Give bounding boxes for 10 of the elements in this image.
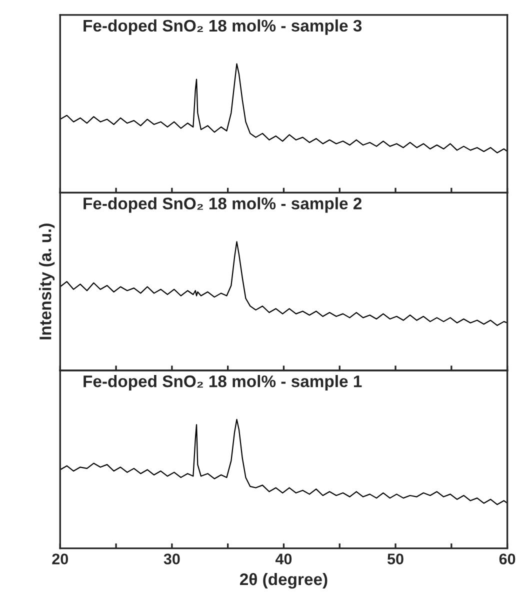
- x-tick-label: 50: [387, 554, 404, 564]
- chart-title: Fe-doped SnO₂ 18 mol% - sample 3: [84, 19, 362, 35]
- x-tick-label: 60: [499, 554, 516, 564]
- x-tick-label: 20: [52, 554, 68, 564]
- x-tick-label: 30: [164, 554, 180, 564]
- chart-title: Fe-doped SnO₂ 18 mol% - sample 1: [84, 374, 362, 391]
- x-tick-label: 40: [275, 554, 292, 564]
- chart-title: Fe-doped SnO₂ 18 mol% - sample 2: [84, 197, 362, 213]
- x-axis-title: 2θ (degree): [240, 572, 328, 589]
- y-axis-title: Intensity (a. u.): [39, 224, 55, 340]
